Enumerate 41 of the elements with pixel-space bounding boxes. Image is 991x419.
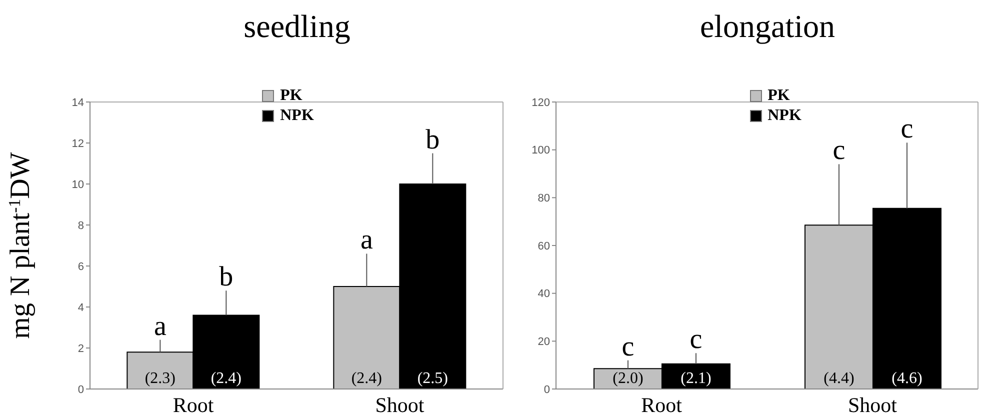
- annotation: b: [426, 124, 440, 156]
- annotation: a: [154, 310, 167, 342]
- y-tick-label: 4: [78, 302, 84, 314]
- annotation: (2.4): [210, 370, 242, 387]
- x-tick-label: Shoot: [848, 392, 898, 417]
- y-tick-label: 100: [532, 144, 550, 157]
- annotation: c: [832, 135, 846, 166]
- annotation: (2.3): [144, 370, 176, 387]
- annotation: (2.1): [680, 370, 712, 387]
- y-tick-label: 20: [538, 336, 550, 348]
- y-tick-label: 0: [544, 384, 550, 396]
- y-tick-label: 0: [78, 384, 84, 396]
- annotation: (4.4): [824, 370, 854, 387]
- annotation: a: [360, 224, 374, 256]
- annotation: (2.4): [351, 370, 382, 387]
- y-tick-label: 40: [538, 288, 550, 300]
- legend-label: NPK: [766, 106, 802, 126]
- chart-title: elongation: [698, 8, 836, 45]
- y-tick-label: 120: [532, 96, 550, 109]
- x-tick-label: Shoot: [375, 392, 424, 417]
- legend-label: NPK: [279, 106, 314, 126]
- annotation: (2.0): [612, 370, 644, 387]
- annotation: c: [622, 331, 634, 362]
- chart-title: seedling: [242, 8, 352, 45]
- annotation: (4.6): [892, 370, 922, 387]
- legend-label: PK: [279, 86, 304, 106]
- legend-label: PK: [766, 86, 791, 106]
- x-tick-label: Root: [641, 392, 682, 417]
- annotation: (2.5): [417, 370, 448, 387]
- y-tick-label: 6: [78, 260, 84, 273]
- y-tick-label: 8: [78, 220, 84, 232]
- x-tick-label: Root: [172, 392, 214, 417]
- y-tick-label: 10: [72, 178, 84, 191]
- y-tick-label: 80: [538, 192, 550, 205]
- y-tick-label: 14: [72, 96, 84, 109]
- y-tick-label: 60: [538, 240, 550, 252]
- y-tick-label: 12: [72, 138, 84, 150]
- annotation: b: [219, 262, 234, 293]
- annotation: c: [690, 324, 702, 356]
- annotation: c: [900, 114, 914, 145]
- y-tick-label: 2: [78, 342, 84, 355]
